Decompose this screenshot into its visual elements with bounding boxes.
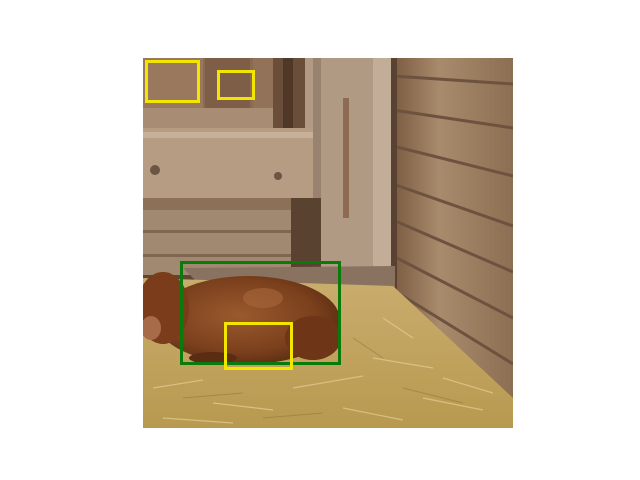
photo-panel bbox=[143, 58, 513, 428]
horizontal-beam bbox=[143, 128, 313, 210]
calf bbox=[143, 272, 341, 364]
barn-calf-photo bbox=[143, 58, 513, 428]
lower-boards bbox=[143, 210, 293, 275]
